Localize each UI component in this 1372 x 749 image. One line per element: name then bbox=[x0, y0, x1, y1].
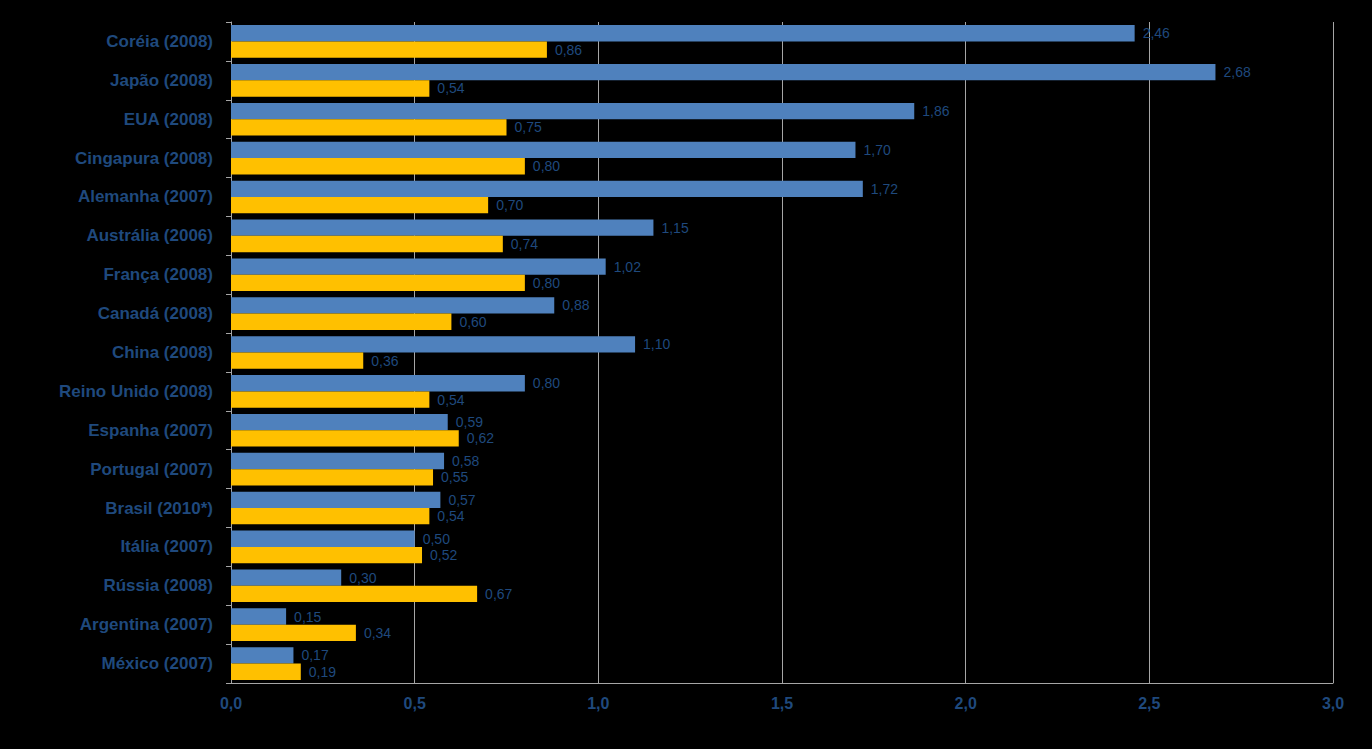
svg-text:2,46: 2,46 bbox=[1143, 25, 1170, 41]
svg-text:0,55: 0,55 bbox=[441, 469, 468, 485]
svg-text:0,17: 0,17 bbox=[301, 647, 328, 663]
svg-text:Espanha (2007): Espanha (2007) bbox=[88, 421, 213, 440]
svg-text:0,50: 0,50 bbox=[423, 531, 450, 547]
svg-text:0,80: 0,80 bbox=[533, 158, 560, 174]
svg-text:0,54: 0,54 bbox=[437, 80, 464, 96]
svg-text:Alemanha (2007): Alemanha (2007) bbox=[78, 187, 213, 206]
svg-text:0,60: 0,60 bbox=[459, 314, 486, 330]
svg-text:1,0: 1,0 bbox=[587, 695, 609, 712]
svg-text:1,10: 1,10 bbox=[643, 336, 670, 352]
svg-text:0,34: 0,34 bbox=[364, 625, 391, 641]
svg-text:1,15: 1,15 bbox=[661, 220, 688, 236]
svg-text:0,80: 0,80 bbox=[533, 375, 560, 391]
svg-text:Portugal (2007): Portugal (2007) bbox=[90, 460, 213, 479]
svg-text:3,0: 3,0 bbox=[1322, 695, 1344, 712]
svg-text:França (2008): França (2008) bbox=[103, 265, 213, 284]
svg-text:Reino Unido (2008): Reino Unido (2008) bbox=[59, 382, 213, 401]
svg-text:Itália (2007): Itália (2007) bbox=[120, 537, 213, 556]
svg-text:Austrália (2006): Austrália (2006) bbox=[86, 226, 213, 245]
svg-text:0,62: 0,62 bbox=[467, 430, 494, 446]
svg-text:Japão (2008): Japão (2008) bbox=[110, 71, 213, 90]
svg-text:0,54: 0,54 bbox=[437, 508, 464, 524]
svg-text:0,36: 0,36 bbox=[371, 353, 398, 369]
svg-text:1,72: 1,72 bbox=[871, 181, 898, 197]
svg-text:0,58: 0,58 bbox=[452, 453, 479, 469]
svg-text:Cingapura (2008): Cingapura (2008) bbox=[75, 149, 213, 168]
svg-text:0,59: 0,59 bbox=[456, 414, 483, 430]
svg-text:Coréia (2008): Coréia (2008) bbox=[106, 32, 213, 51]
svg-text:EUA (2008): EUA (2008) bbox=[124, 110, 213, 129]
svg-text:Argentina (2007): Argentina (2007) bbox=[80, 615, 213, 634]
svg-text:1,70: 1,70 bbox=[863, 142, 890, 158]
svg-text:1,02: 1,02 bbox=[614, 259, 641, 275]
svg-text:0,86: 0,86 bbox=[555, 42, 582, 58]
svg-text:0,0: 0,0 bbox=[220, 695, 242, 712]
svg-text:2,68: 2,68 bbox=[1223, 64, 1250, 80]
svg-text:0,52: 0,52 bbox=[430, 547, 457, 563]
svg-text:0,5: 0,5 bbox=[404, 695, 426, 712]
svg-text:Brasil (2010*): Brasil (2010*) bbox=[105, 499, 213, 518]
svg-text:0,80: 0,80 bbox=[533, 275, 560, 291]
svg-text:0,88: 0,88 bbox=[562, 297, 589, 313]
svg-text:1,5: 1,5 bbox=[771, 695, 793, 712]
svg-text:0,75: 0,75 bbox=[515, 119, 542, 135]
svg-text:China (2008): China (2008) bbox=[112, 343, 213, 362]
svg-text:Rússia (2008): Rússia (2008) bbox=[103, 576, 213, 595]
svg-text:2,0: 2,0 bbox=[955, 695, 977, 712]
svg-text:0,70: 0,70 bbox=[496, 197, 523, 213]
svg-text:Canadá (2008): Canadá (2008) bbox=[98, 304, 213, 323]
svg-text:0,67: 0,67 bbox=[485, 586, 512, 602]
svg-text:0,74: 0,74 bbox=[511, 236, 538, 252]
svg-text:0,30: 0,30 bbox=[349, 570, 376, 586]
svg-text:México (2007): México (2007) bbox=[102, 654, 214, 673]
svg-text:1,86: 1,86 bbox=[922, 103, 949, 119]
svg-text:0,19: 0,19 bbox=[309, 664, 336, 680]
svg-text:0,15: 0,15 bbox=[294, 609, 321, 625]
svg-text:0,54: 0,54 bbox=[437, 392, 464, 408]
svg-text:2,5: 2,5 bbox=[1138, 695, 1160, 712]
svg-text:0,57: 0,57 bbox=[448, 492, 475, 508]
